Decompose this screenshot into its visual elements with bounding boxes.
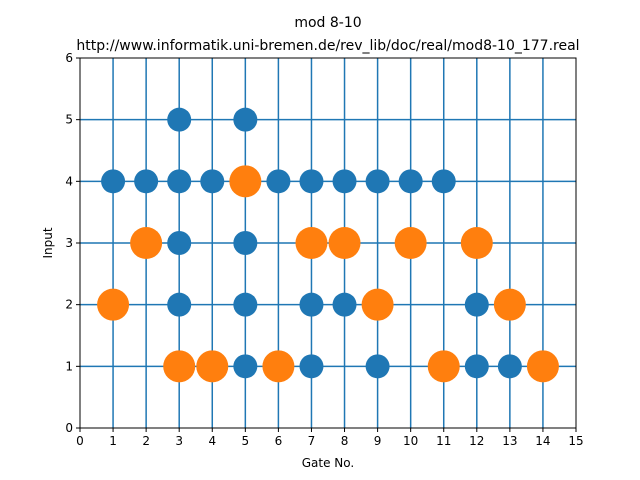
x-tick-label: 8 xyxy=(341,434,349,448)
control-point xyxy=(233,107,258,132)
target-point xyxy=(196,350,229,383)
data-points xyxy=(97,107,559,383)
x-tick-label: 10 xyxy=(403,434,418,448)
control-point xyxy=(167,231,192,255)
x-tick-label: 0 xyxy=(76,434,84,448)
target-point xyxy=(493,288,526,321)
target-point xyxy=(262,350,295,383)
control-point xyxy=(299,354,324,379)
target-point xyxy=(361,288,394,321)
control-point xyxy=(365,169,390,194)
x-tick-label: 14 xyxy=(535,434,550,448)
target-point xyxy=(130,227,163,259)
y-axis-label: Input xyxy=(41,227,55,258)
control-point xyxy=(497,354,522,379)
control-point xyxy=(398,169,423,194)
control-point xyxy=(233,292,258,317)
control-point xyxy=(101,169,126,194)
y-tick-label: 2 xyxy=(65,298,73,312)
target-point xyxy=(526,350,559,383)
control-point xyxy=(167,169,192,194)
control-point xyxy=(167,292,192,317)
x-tick-label: 15 xyxy=(568,434,583,448)
control-point xyxy=(266,169,291,194)
control-point xyxy=(464,354,489,379)
x-tick-label: 11 xyxy=(436,434,451,448)
x-tick-label: 12 xyxy=(469,434,484,448)
chart-title: mod 8-10 xyxy=(294,15,361,31)
target-point xyxy=(229,165,262,198)
chart-subtitle: http://www.informatik.uni-bremen.de/rev_… xyxy=(76,38,579,54)
x-tick-label: 9 xyxy=(374,434,382,448)
target-point xyxy=(460,227,493,259)
y-tick-label: 3 xyxy=(65,236,73,250)
control-point xyxy=(167,107,192,132)
target-point xyxy=(394,227,427,259)
control-point xyxy=(431,169,456,194)
x-tick-label: 2 xyxy=(142,434,150,448)
x-tick-label: 4 xyxy=(208,434,216,448)
control-point xyxy=(299,292,324,317)
target-point xyxy=(328,227,361,259)
control-point xyxy=(365,354,390,379)
control-point xyxy=(200,169,225,194)
x-tick-label: 1 xyxy=(109,434,117,448)
control-point xyxy=(134,169,159,194)
y-tick-label: 6 xyxy=(65,51,73,65)
control-point xyxy=(299,169,324,194)
y-tick-label: 5 xyxy=(65,113,73,127)
y-tick-label: 4 xyxy=(65,174,73,188)
control-point xyxy=(332,169,357,194)
x-tick-label: 3 xyxy=(175,434,183,448)
target-point xyxy=(295,227,328,259)
x-tick-label: 6 xyxy=(275,434,283,448)
y-tick-label: 0 xyxy=(65,421,73,435)
control-point xyxy=(332,292,357,317)
x-tick-label: 13 xyxy=(502,434,517,448)
control-point xyxy=(233,231,258,255)
target-point xyxy=(427,350,460,383)
x-axis-label: Gate No. xyxy=(302,456,354,470)
x-tick-label: 5 xyxy=(242,434,250,448)
control-point xyxy=(233,354,258,379)
target-point xyxy=(163,350,196,383)
y-tick-label: 1 xyxy=(65,359,73,373)
control-point xyxy=(464,292,489,317)
target-point xyxy=(97,288,130,321)
x-tick-label: 7 xyxy=(308,434,316,448)
